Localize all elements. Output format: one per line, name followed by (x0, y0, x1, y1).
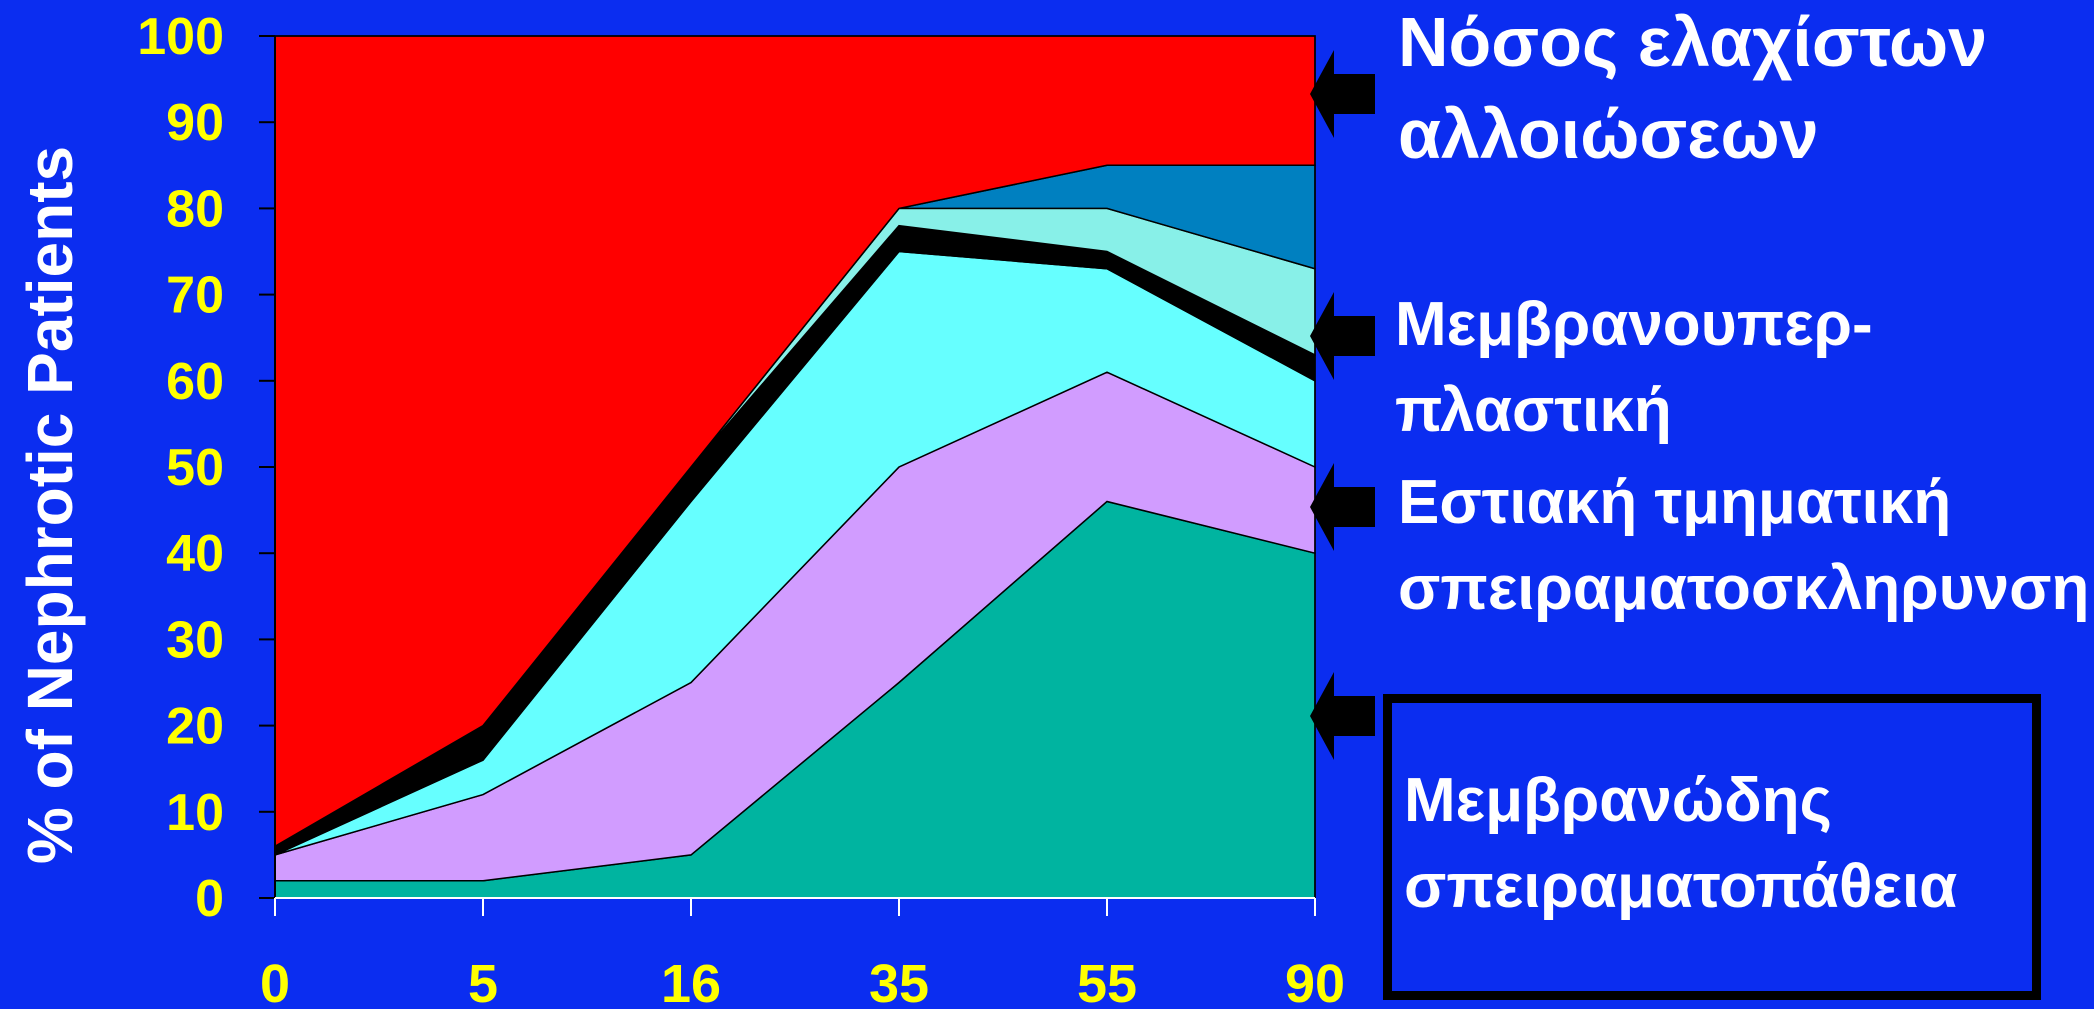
label-minimal-change-line2: αλλοιώσεων (1398, 95, 1819, 173)
x-tick-label-55: 55 (1077, 954, 1137, 1009)
arrow-membranous-icon (1310, 672, 1375, 760)
highlight-box (1383, 694, 2041, 1000)
label-membranous-line1: Μεμβρανώδης (1404, 766, 1832, 835)
label-membranous: Μεμβρανώδης σπειραματοπάθεια (1404, 758, 1957, 930)
y-axis-label: % of Nephrotic Patients (14, 145, 86, 865)
label-mpgn: Μεμβρανουπερ- πλαστική (1395, 282, 1873, 454)
label-fsgs-line2: σπειραματοσκληρυνση (1398, 554, 2090, 623)
label-minimal-change: Νόσος ελαχίστων αλλοιώσεων (1398, 0, 1987, 180)
y-tick-label-90: 90 (166, 94, 224, 152)
y-tick-label-30: 30 (166, 611, 224, 669)
label-fsgs-line1: Εστιακή τμηματική (1398, 468, 1952, 537)
x-tick-label-5: 5 (468, 954, 498, 1009)
y-tick-label-40: 40 (166, 525, 224, 583)
y-tick-label-100: 100 (137, 8, 224, 66)
chart-areas (274, 35, 1316, 899)
label-fsgs: Εστιακή τμηματική σπειραματοσκληρυνση (1398, 460, 2089, 632)
x-tick-label-90: 90 (1285, 954, 1345, 1009)
x-axis-ticks: 0 5 16 35 55 90 (260, 897, 1345, 1009)
label-arrows (1310, 50, 1375, 760)
y-tick-label-80: 80 (166, 180, 224, 238)
y-tick-label-20: 20 (166, 698, 224, 756)
y-tick-label-50: 50 (166, 439, 224, 497)
label-minimal-change-line1: Νόσος ελαχίστων (1398, 3, 1988, 81)
arrow-minimal-change-icon (1310, 50, 1375, 138)
label-mpgn-line1: Μεμβρανουπερ- (1395, 290, 1873, 359)
label-membranous-line2: σπειραματοπάθεια (1404, 852, 1958, 921)
label-mpgn-line2: πλαστική (1395, 376, 1672, 445)
y-tick-label-10: 10 (166, 784, 224, 842)
arrow-mpgn-icon (1310, 292, 1375, 380)
y-tick-label-0: 0 (195, 870, 224, 928)
y-axis-ticks: 0 10 20 30 40 50 60 70 80 90 100 (137, 8, 276, 928)
y-tick-label-60: 60 (166, 353, 224, 411)
x-tick-label-35: 35 (869, 954, 929, 1009)
x-tick-label-0: 0 (260, 954, 290, 1009)
arrow-fsgs-icon (1310, 463, 1375, 551)
x-tick-label-16: 16 (661, 954, 721, 1009)
y-tick-label-70: 70 (166, 267, 224, 325)
